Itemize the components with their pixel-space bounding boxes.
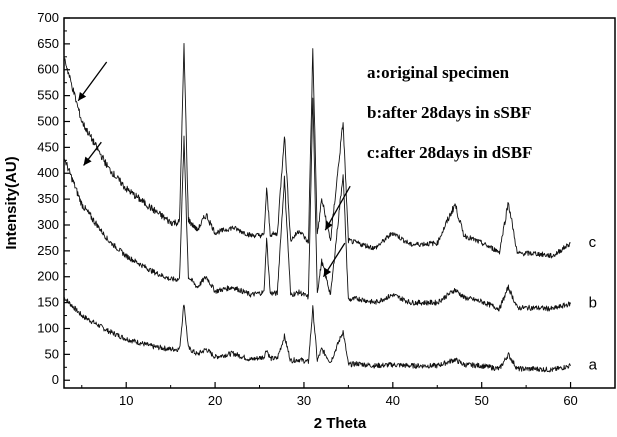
y-axis-ticks: 0 50 100 150 200 250 300 350 400 450 500 550 600 650 7… — [37, 10, 70, 387]
y-tick-label: 650 — [37, 36, 59, 51]
x-tick-label: 30 — [297, 393, 311, 408]
legend-entry-a: a:original specimen — [367, 63, 510, 82]
y-tick-label: 0 — [52, 372, 59, 387]
legend-entry-b: b:after 28days in sSBF — [367, 103, 532, 122]
y-axis-title: Intensity(AU) — [3, 156, 20, 249]
y-tick-label: 50 — [45, 346, 59, 361]
x-tick-label: 40 — [386, 393, 400, 408]
y-tick-label: 550 — [37, 88, 59, 103]
y-tick-label: 350 — [37, 191, 59, 206]
x-axis-title: 2 Theta — [314, 415, 367, 432]
y-tick-label: 150 — [37, 295, 59, 310]
legend: a:original specimen b:after 28days in sS… — [367, 63, 532, 162]
x-tick-label: 60 — [563, 393, 577, 408]
y-tick-label: 100 — [37, 320, 59, 335]
curve-labels: a b c — [589, 234, 598, 374]
y-tick-label: 450 — [37, 139, 59, 154]
x-tick-label: 20 — [208, 393, 222, 408]
series-line-a — [63, 297, 571, 373]
series-line-b — [63, 97, 572, 312]
annotation-arrowhead — [323, 267, 332, 277]
y-tick-label: 250 — [37, 243, 59, 258]
x-tick-label: 50 — [474, 393, 488, 408]
curve-label-b: b — [589, 295, 597, 312]
y-tick-label: 200 — [37, 269, 59, 284]
y-tick-label: 400 — [37, 165, 59, 180]
y-tick-label: 500 — [37, 113, 59, 128]
annotation-arrowhead — [83, 156, 92, 166]
curve-label-a: a — [589, 357, 598, 374]
y-tick-label: 700 — [37, 10, 59, 25]
series-layer — [63, 42, 572, 373]
annotation-arrow — [324, 185, 351, 231]
y-tick-label: 300 — [37, 217, 59, 232]
legend-entry-c: c:after 28days in dSBF — [367, 143, 532, 162]
x-tick-label: 10 — [119, 393, 133, 408]
curve-label-c: c — [589, 234, 597, 251]
series-line-c — [63, 42, 571, 259]
annotation-arrowhead — [78, 91, 87, 101]
plot-frame — [63, 17, 616, 389]
arrow-layer — [77, 61, 351, 278]
x-axis-ticks: 10 20 30 40 50 60 — [81, 382, 616, 408]
y-tick-label: 600 — [37, 62, 59, 77]
annotation-arrowhead — [325, 221, 333, 231]
